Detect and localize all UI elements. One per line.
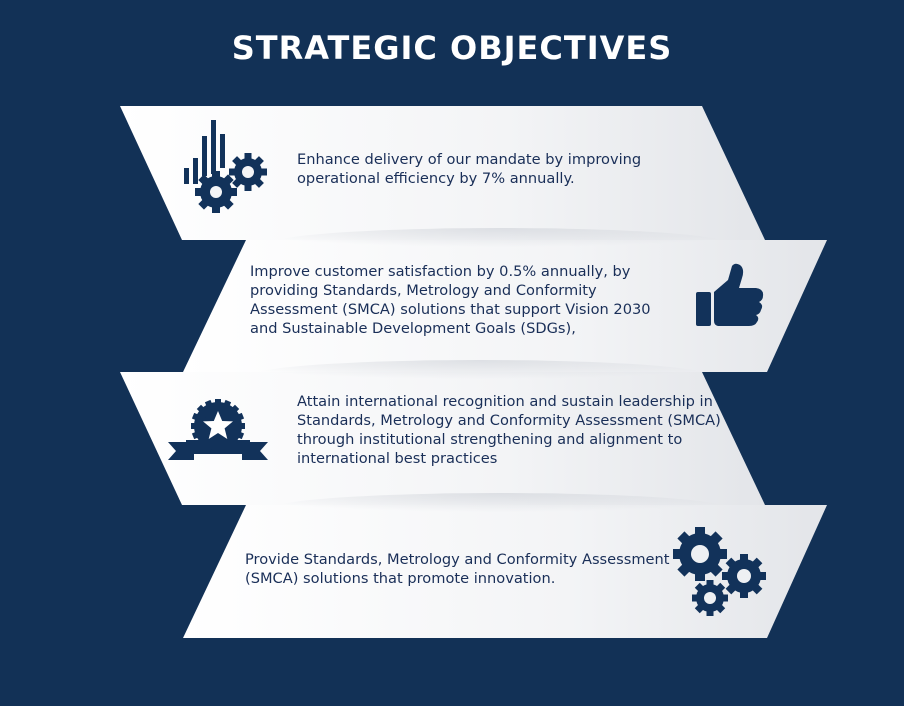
ribbon-3 [120, 372, 765, 505]
page-title: STRATEGIC OBJECTIVES [231, 29, 673, 68]
objective-1-text: Enhance delivery of our mandate by impro… [297, 151, 642, 187]
ribbon-1 [120, 106, 765, 240]
objective-4-text: Provide Standards, Metrology and Conform… [245, 551, 670, 587]
ribbon-2 [183, 240, 827, 372]
award-badge-icon [168, 399, 268, 460]
thumbs-up-icon [696, 263, 764, 326]
objective-2-text: Improve customer satisfaction by 0.5% an… [250, 263, 651, 337]
chart-gears-icon [184, 120, 267, 213]
ribbon-4 [183, 505, 827, 638]
gears-icon [673, 527, 766, 616]
objective-3-text: Attain international recognition and sus… [297, 393, 721, 467]
